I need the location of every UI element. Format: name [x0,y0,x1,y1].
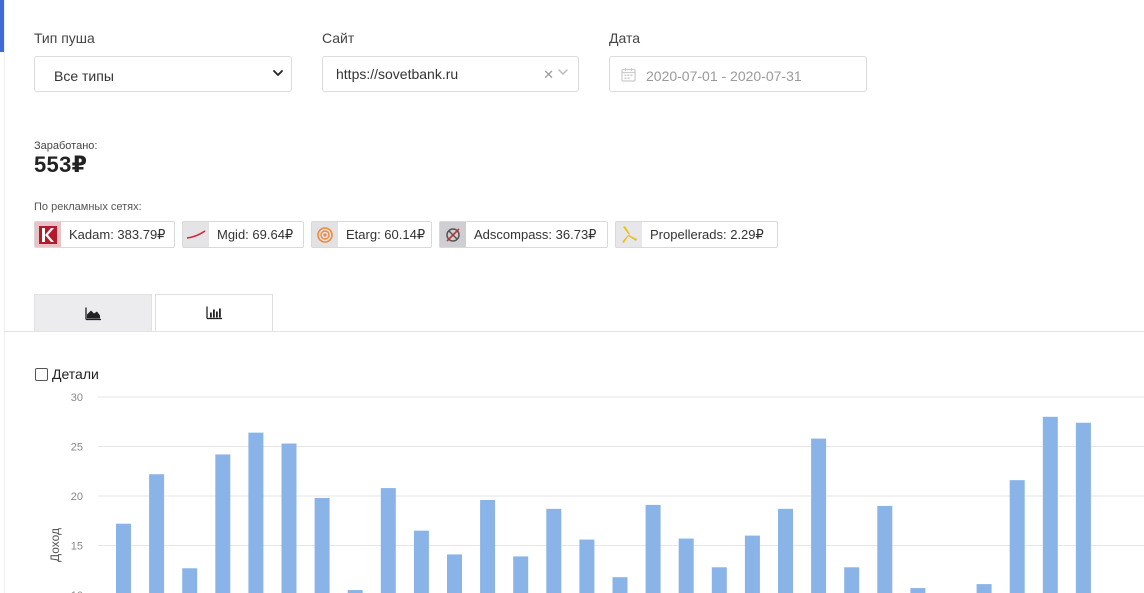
close-icon[interactable]: ✕ [543,67,554,82]
site-value: https://sovetbank.ru [336,66,459,82]
bar[interactable] [976,584,992,593]
mgid-logo-icon [183,222,209,247]
networks-label: По рекламных сетях: [34,201,142,213]
calendar-icon [621,68,636,82]
date-range-input[interactable]: 2020-07-01 - 2020-07-31 [609,56,867,92]
bar[interactable] [413,530,429,593]
chevron-down-icon [558,69,568,76]
network-badge-mgid: Mgid: 69.64₽ [182,221,304,248]
y-tick-label: 25 [71,442,83,454]
bar[interactable] [447,554,462,593]
active-indicator [0,0,4,52]
bar[interactable] [612,577,628,593]
y-tick-label: 30 [71,392,83,404]
bar[interactable] [182,568,198,593]
bar[interactable] [149,474,165,593]
bar[interactable] [778,508,793,593]
y-tick-label: 20 [71,491,83,503]
network-badge-kadam: Kadam: 383.79₽ [34,221,175,248]
push-type-label: Тип пуша [34,30,95,46]
bar[interactable] [281,443,297,593]
network-badge-propellerads: Propellerads: 2.29₽ [615,221,778,248]
date-label: Дата [609,30,641,46]
earned-label: Заработано: [34,140,98,152]
revenue-bar-chart: 10 15 20 25 30 Доход [48,392,1144,593]
bar[interactable] [877,505,893,593]
details-label: Детали [52,366,99,382]
bar-chart-icon [206,306,222,320]
network-badge-etarg: Etarg: 60.14₽ [311,221,432,248]
bar[interactable] [215,454,231,593]
tabs-divider [4,331,1144,332]
bar[interactable] [1042,416,1058,593]
area-chart-icon [85,307,101,320]
date-range-value: 2020-07-01 - 2020-07-31 [646,68,802,84]
bar[interactable] [546,508,562,593]
bar[interactable] [116,523,131,593]
bar[interactable] [513,556,529,593]
checkbox-box[interactable] [35,367,48,381]
network-label-mgid: Mgid: 69.64₽ [217,226,294,242]
bar[interactable] [711,567,727,593]
network-label-adscompass: Adscompass: 36.73₽ [474,226,597,242]
bar[interactable] [744,535,760,593]
push-type-select[interactable]: Все типы [34,56,292,92]
bar[interactable] [1075,422,1091,593]
y-tick-label: 15 [71,541,83,553]
bar[interactable] [314,497,330,593]
tab-bar-chart[interactable] [155,294,273,332]
kadam-logo-icon [35,222,61,247]
push-type-value: Все типы [54,68,114,84]
site-label: Сайт [322,30,355,46]
chevron-down-icon [273,70,283,76]
bar[interactable] [645,504,661,593]
network-badge-adscompass: Adscompass: 36.73₽ [439,221,608,248]
y-axis-label: Доход [48,528,62,562]
bar[interactable] [910,588,926,593]
y-tick-label: 10 [71,590,83,593]
network-label-etarg: Etarg: 60.14₽ [346,226,426,242]
bar[interactable] [844,567,860,593]
bar[interactable] [811,438,827,593]
network-label-propellerads: Propellerads: 2.29₽ [650,226,764,242]
site-select[interactable]: https://sovetbank.ru ✕ [322,56,579,92]
bar[interactable] [380,488,396,593]
bar[interactable] [678,538,694,593]
bar[interactable] [480,499,496,593]
details-checkbox[interactable]: Детали [34,366,99,382]
bar[interactable] [248,432,264,593]
propellerads-logo-icon [616,222,642,247]
adscompass-logo-icon [440,222,466,247]
bar[interactable] [1009,480,1025,593]
bar[interactable] [347,590,363,593]
network-label-kadam: Kadam: 383.79₽ [69,226,166,242]
bar[interactable] [579,539,595,593]
sidebar-divider [4,0,5,593]
tab-area-chart[interactable] [34,294,152,332]
etarg-logo-icon [312,222,338,247]
earned-value: 553₽ [34,152,88,177]
